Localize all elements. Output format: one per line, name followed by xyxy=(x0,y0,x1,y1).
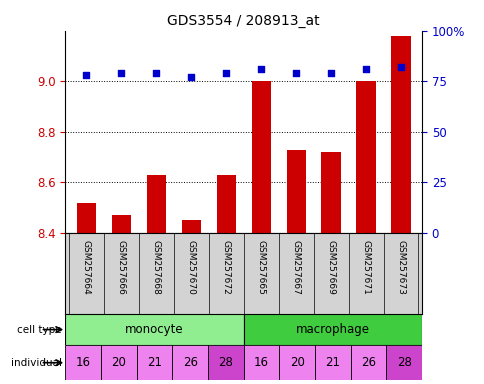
Point xyxy=(327,70,334,76)
Text: 16: 16 xyxy=(254,356,269,369)
Bar xyxy=(321,152,340,233)
Point xyxy=(257,66,265,72)
Text: GSM257666: GSM257666 xyxy=(117,240,126,295)
Bar xyxy=(385,345,421,380)
Point xyxy=(222,70,229,76)
Bar xyxy=(208,345,243,380)
Text: GSM257664: GSM257664 xyxy=(82,240,91,294)
Bar xyxy=(172,345,208,380)
Bar xyxy=(76,203,96,233)
Bar xyxy=(243,314,421,345)
Text: cell type: cell type xyxy=(17,324,62,334)
Bar xyxy=(251,81,270,233)
Point xyxy=(117,70,125,76)
Point xyxy=(152,70,160,76)
Text: GSM257665: GSM257665 xyxy=(256,240,265,295)
Bar xyxy=(147,175,166,233)
Bar xyxy=(286,150,305,233)
Point xyxy=(362,66,369,72)
Bar xyxy=(216,175,235,233)
Bar xyxy=(101,345,136,380)
Text: individual: individual xyxy=(11,358,62,368)
Text: 28: 28 xyxy=(218,356,233,369)
Text: GSM257672: GSM257672 xyxy=(221,240,230,294)
Text: GSM257673: GSM257673 xyxy=(395,240,405,295)
Bar xyxy=(243,345,279,380)
Text: macrophage: macrophage xyxy=(295,323,369,336)
Text: 28: 28 xyxy=(396,356,411,369)
Bar xyxy=(391,36,410,233)
Bar xyxy=(136,345,172,380)
Bar xyxy=(111,215,131,233)
Text: GSM257670: GSM257670 xyxy=(186,240,196,295)
Bar xyxy=(182,220,200,233)
Point xyxy=(396,64,404,70)
Text: 21: 21 xyxy=(325,356,340,369)
Text: 20: 20 xyxy=(289,356,304,369)
Text: 16: 16 xyxy=(76,356,91,369)
Bar xyxy=(65,345,101,380)
Text: GSM257668: GSM257668 xyxy=(151,240,161,295)
Bar xyxy=(65,314,243,345)
Text: 26: 26 xyxy=(360,356,375,369)
Text: 26: 26 xyxy=(182,356,197,369)
Text: GSM257669: GSM257669 xyxy=(326,240,335,295)
Title: GDS3554 / 208913_at: GDS3554 / 208913_at xyxy=(167,14,319,28)
Bar xyxy=(314,345,350,380)
Text: monocyte: monocyte xyxy=(125,323,183,336)
Text: 21: 21 xyxy=(147,356,162,369)
Point xyxy=(292,70,300,76)
Bar xyxy=(356,81,375,233)
Point xyxy=(187,74,195,80)
Text: GSM257671: GSM257671 xyxy=(361,240,370,295)
Text: 20: 20 xyxy=(111,356,126,369)
Bar xyxy=(279,345,314,380)
Text: GSM257667: GSM257667 xyxy=(291,240,300,295)
Bar xyxy=(350,345,385,380)
Point xyxy=(82,72,90,78)
